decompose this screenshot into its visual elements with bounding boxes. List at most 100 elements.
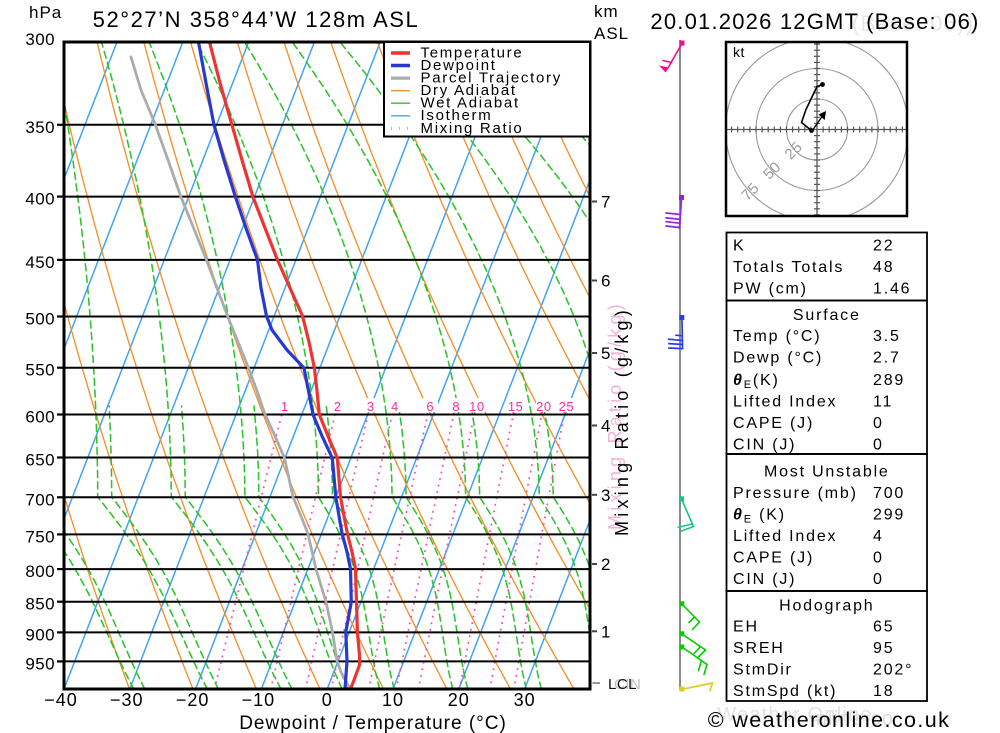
svg-text:4: 4 xyxy=(601,417,610,436)
svg-text:1.46: 1.46 xyxy=(873,281,911,298)
svg-text:LCL: LCL xyxy=(608,676,637,693)
svg-text:700: 700 xyxy=(25,490,55,509)
svg-text:1: 1 xyxy=(601,622,610,641)
svg-text:−30: −30 xyxy=(110,690,144,710)
svg-text:20: 20 xyxy=(448,690,470,710)
svg-text:5: 5 xyxy=(601,344,610,363)
svg-text:850: 850 xyxy=(25,595,55,614)
svg-text:48: 48 xyxy=(873,259,894,276)
svg-text:Weather Online: Weather Online xyxy=(717,704,872,726)
svg-text:(Base: 06)): (Base: 06)) xyxy=(852,11,974,36)
svg-text:8: 8 xyxy=(452,399,460,414)
svg-text:Mixing Ratio (g/kg): Mixing Ratio (g/kg) xyxy=(605,300,625,530)
svg-text:km: km xyxy=(594,2,619,21)
svg-text:6: 6 xyxy=(601,272,610,291)
svg-text:θE (K): θE (K) xyxy=(733,507,786,526)
svg-text:25: 25 xyxy=(559,399,574,414)
svg-text:Mixing Ratio (g/kg): Mixing Ratio (g/kg) xyxy=(612,306,632,536)
svg-text:−20: −20 xyxy=(176,690,210,710)
svg-text:0: 0 xyxy=(873,437,884,454)
svg-text:CIN (J): CIN (J) xyxy=(733,571,796,588)
svg-text:10: 10 xyxy=(382,690,404,710)
svg-text:−40: −40 xyxy=(44,690,78,710)
svg-text:Pressure (mb): Pressure (mb) xyxy=(733,485,858,502)
svg-text:0: 0 xyxy=(873,571,884,588)
svg-text:400: 400 xyxy=(25,190,55,209)
svg-text:550: 550 xyxy=(25,361,55,380)
svg-text:hPa: hPa xyxy=(29,3,62,22)
svg-text:Totals Totals: Totals Totals xyxy=(733,259,844,276)
svg-text:CAPE (J): CAPE (J) xyxy=(733,415,814,432)
svg-text:500: 500 xyxy=(25,310,55,329)
svg-text:Isotherm: Isotherm xyxy=(421,107,493,124)
svg-text:Temperature: Temperature xyxy=(421,45,524,62)
svg-text:750: 750 xyxy=(25,527,55,546)
svg-text:−10: −10 xyxy=(242,690,276,710)
svg-text:Lifted Index: Lifted Index xyxy=(733,528,837,545)
svg-text:CIN (J): CIN (J) xyxy=(733,437,796,454)
svg-text:3: 3 xyxy=(367,399,375,414)
svg-text:450: 450 xyxy=(25,253,55,272)
svg-text:Hodograph: Hodograph xyxy=(779,598,874,615)
svg-text:© weatheronline.co.uk: © weatheronline.co.uk xyxy=(708,708,950,732)
svg-text:Dewp (°C): Dewp (°C) xyxy=(733,350,823,367)
svg-text:7: 7 xyxy=(601,193,610,212)
svg-text:20: 20 xyxy=(536,399,551,414)
svg-text:600: 600 xyxy=(25,408,55,427)
svg-text:2.7: 2.7 xyxy=(873,350,901,367)
svg-text:289: 289 xyxy=(873,372,905,389)
svg-text:22: 22 xyxy=(873,238,894,255)
svg-text:ASL: ASL xyxy=(594,24,629,43)
svg-text:Dewpoint / Temperature (°C): Dewpoint / Temperature (°C) xyxy=(239,713,507,733)
svg-text:K: K xyxy=(733,238,745,255)
svg-text:3.5: 3.5 xyxy=(873,328,901,345)
svg-text:Wet Adiabat: Wet Adiabat xyxy=(421,95,520,112)
svg-text:EH: EH xyxy=(733,619,759,636)
svg-text:10: 10 xyxy=(469,399,484,414)
svg-text:30: 30 xyxy=(514,690,536,710)
svg-text:95: 95 xyxy=(873,640,894,657)
svg-text:Most Unstable: Most Unstable xyxy=(764,464,890,481)
svg-text:650: 650 xyxy=(25,451,55,470)
svg-text:2: 2 xyxy=(601,555,610,574)
svg-text:StmSpd (kt): StmSpd (kt) xyxy=(733,683,837,700)
svg-text:θE(K): θE(K) xyxy=(733,372,780,391)
svg-text:Parcel Trajectory: Parcel Trajectory xyxy=(421,70,562,87)
svg-text:CAPE (J): CAPE (J) xyxy=(733,550,814,567)
svg-text:PW (cm): PW (cm) xyxy=(733,281,808,298)
svg-text:Mixing Ratio: Mixing Ratio xyxy=(421,120,524,137)
svg-text:Surface: Surface xyxy=(793,307,861,324)
svg-text:52°27’N 358°44’W 128m ASL: 52°27’N 358°44’W 128m ASL xyxy=(93,7,420,32)
svg-text:65: 65 xyxy=(873,619,894,636)
svg-text:350: 350 xyxy=(25,118,55,137)
svg-text:800: 800 xyxy=(25,562,55,581)
svg-text:15: 15 xyxy=(508,399,523,414)
svg-text:6: 6 xyxy=(426,399,434,414)
svg-text:StmDir: StmDir xyxy=(733,662,793,679)
svg-text:20.01.2026 12GMT (Base: 06): 20.01.2026 12GMT (Base: 06) xyxy=(650,9,979,34)
svg-text:299: 299 xyxy=(873,507,905,524)
svg-text:202°: 202° xyxy=(873,662,913,679)
svg-text:nline.co: nline.co xyxy=(816,708,895,730)
svg-text:18: 18 xyxy=(873,683,894,700)
svg-text:300: 300 xyxy=(25,30,55,49)
svg-text:11: 11 xyxy=(873,394,893,411)
svg-text:1: 1 xyxy=(281,399,289,414)
svg-text:Dry Adiabat: Dry Adiabat xyxy=(421,82,517,99)
svg-text:950: 950 xyxy=(25,654,55,673)
svg-text:900: 900 xyxy=(25,625,55,644)
svg-text:kt: kt xyxy=(733,44,745,60)
svg-text:Dewpoint: Dewpoint xyxy=(421,57,497,74)
svg-text:CIN: CIN xyxy=(614,676,641,693)
svg-text:0: 0 xyxy=(873,550,884,567)
svg-text:2: 2 xyxy=(334,399,342,414)
svg-text:700: 700 xyxy=(873,485,905,502)
svg-text:3: 3 xyxy=(601,486,610,505)
svg-text:4: 4 xyxy=(873,528,884,545)
svg-text:SREH: SREH xyxy=(733,640,785,657)
svg-text:0: 0 xyxy=(322,690,333,710)
svg-text:4: 4 xyxy=(391,399,399,414)
svg-text:Temp (°C): Temp (°C) xyxy=(733,328,821,345)
svg-text:Lifted Index: Lifted Index xyxy=(733,394,837,411)
svg-text:0: 0 xyxy=(873,415,884,432)
